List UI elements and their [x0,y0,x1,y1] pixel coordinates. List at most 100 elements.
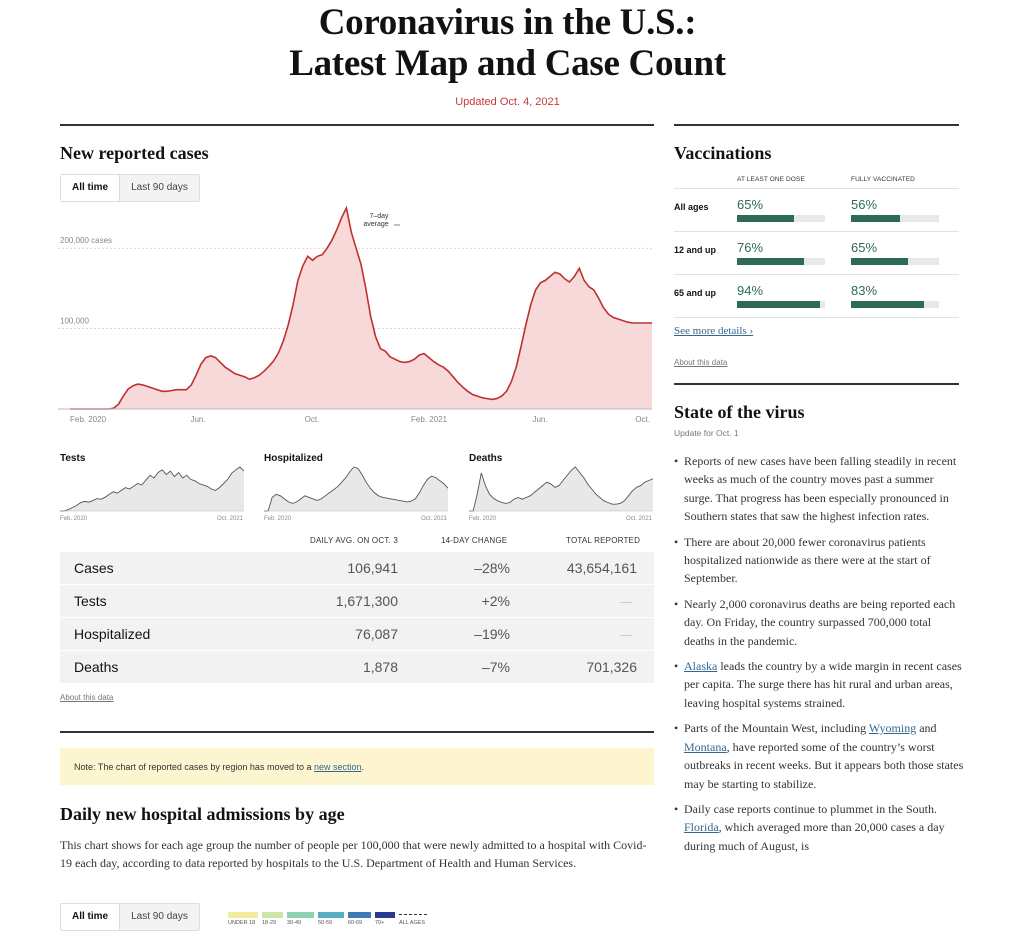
cases-range-toggle: All time Last 90 days [60,174,200,202]
mini-deaths-chart: Feb. 2020 Oct. 2021 [469,466,653,522]
virus-bullet: Parts of the Mountain West, including Wy… [674,719,964,793]
row-label: Hospitalized [74,626,151,642]
virus-bullet: Nearly 2,000 coronavirus deaths are bein… [674,595,964,650]
bullet-text: Nearly 2,000 coronavirus deaths are bein… [684,596,956,648]
vax-bar-fill [851,215,901,222]
table-row: Deaths 1,878 –7% 701,326 [60,651,654,684]
mini-hospitalized-title: Hospitalized [264,453,323,464]
mini-tests-area [60,467,244,511]
y-tick-label: 100,000 [60,317,89,326]
annotation-7-day: 7–day [369,213,389,220]
mini-deaths-area [469,467,653,511]
toggle-last-90-days[interactable]: Last 90 days [131,911,188,922]
mini-deaths-xstart: Feb. 2020 [469,516,497,522]
legend-label: UNDER 18 [228,920,256,926]
virus-bullet: Reports of new cases have been falling s… [674,452,964,526]
legend-label: 70+ [375,920,385,926]
mini-hospitalized-area [264,467,448,511]
vax-one-dose-bar [737,215,825,222]
row-total: 701,326 [586,659,637,675]
table-row: Cases 106,941 –28% 43,654,161 [60,552,654,585]
table-row: Tests 1,671,300 +2% [60,585,654,618]
vax-about-data-link[interactable]: About this data [674,358,728,367]
vax-fully-bar [851,215,939,222]
state-link[interactable]: Wyoming [868,721,917,736]
table-header-total: TOTAL REPORTED [566,536,641,545]
page-title-line2: Latest Map and Case Count [289,43,726,84]
state-link[interactable]: Montana [684,739,727,754]
row-change: +2% [481,593,510,609]
vax-row-label: All ages [674,202,709,212]
bullet-text: Daily case reports continue to plummet i… [684,801,937,816]
row-daily-avg: 1,671,300 [335,593,398,609]
virus-bullet: Alaska leads the country by a wide margi… [674,657,964,712]
note-end: . [361,762,365,772]
hospital-section-description: This chart shows for each age group the … [60,838,647,870]
vax-one-dose-pct: 65% [737,197,764,212]
x-tick-label: Feb. 2021 [411,415,448,424]
x-tick-label: Oct. [305,415,320,424]
vax-one-dose-bar [737,301,825,308]
row-daily-avg: 106,941 [347,560,398,576]
x-tick-label: Oct. [635,415,650,424]
vax-header-fully: FULLY VACCINATED [851,176,915,183]
cases-chart: Feb. 2020 Jun. Oct. Feb. 2021 Jun. Oct. 200,0… [58,205,652,424]
vax-fully-pct: 56% [851,197,878,212]
bullet-text: Parts of the Mountain West, including [684,721,869,736]
state-link[interactable]: Florida [684,820,719,835]
row-total: 43,654,161 [566,560,637,576]
note-new-section-link[interactable]: new section [313,762,362,772]
vax-bar-fill [737,301,820,308]
vax-one-dose-bar [737,258,825,265]
toggle-all-time[interactable]: All time [61,175,121,201]
vax-fully-bar [851,258,939,265]
page-title-line1: Coronavirus in the U.S.: [318,2,697,43]
vax-row-separator [674,231,959,232]
mini-deaths-line [469,466,653,512]
bullet-text: , have reported some of the country’s wo… [684,739,964,791]
see-more-details-link[interactable]: See more details › [674,325,754,337]
legend-swatch [318,912,344,918]
mini-hospitalized-xstart: Feb. 2020 [264,516,292,522]
legend-swatch [375,912,395,918]
mini-tests-xstart: Feb. 2020 [60,516,88,522]
y-tick-label: 200,000 cases [60,236,112,245]
toggle-last-90-days[interactable]: Last 90 days [131,182,188,193]
vaccinations-title: Vaccinations [674,143,772,163]
toggle-all-time[interactable]: All time [61,904,121,930]
cases-area [70,208,652,409]
row-change: –19% [474,626,510,642]
state-link[interactable]: Alaska [684,659,718,674]
row-daily-avg: 76,087 [355,626,398,642]
vax-row-label: 65 and up [674,288,717,298]
legend-label: 50-59 [318,920,333,926]
x-tick-label: Feb. 2020 [70,415,107,424]
x-tick-label: Jun. [190,415,205,424]
row-label: Deaths [74,659,119,675]
mini-tests-line [60,466,244,512]
legend-swatch [399,914,427,915]
legend-swatch [262,912,283,918]
bullet-text: Reports of new cases have been falling s… [684,454,957,524]
mini-deaths-title: Deaths [469,453,503,464]
vax-bar-fill [737,258,804,265]
legend-swatch [228,912,258,918]
vax-fully-pct: 65% [851,240,878,255]
section-rule [674,124,959,126]
about-data-link[interactable]: About this data [60,693,114,702]
legend-label: 30-49 [287,920,302,926]
mini-tests-chart: Feb. 2020 Oct. 2021 [60,466,244,522]
section-rule [60,731,654,733]
annotation-average: average [363,221,388,228]
hospital-range-toggle: All time Last 90 days [60,903,200,931]
vax-bar-fill [851,258,909,265]
legend-label: ALL AGES [399,920,426,926]
note-text: Note: The chart of reported cases by reg… [74,762,314,772]
mini-hospitalized-line [264,466,448,512]
section-rule [60,124,654,126]
vax-fully-bar [851,301,939,308]
vax-one-dose-pct: 94% [737,283,764,298]
table-header-daily: DAILY AVG. ON OCT. 3 [310,536,399,545]
note-banner: Note: The chart of reported cases by reg… [60,748,654,785]
row-total-empty [620,602,632,603]
